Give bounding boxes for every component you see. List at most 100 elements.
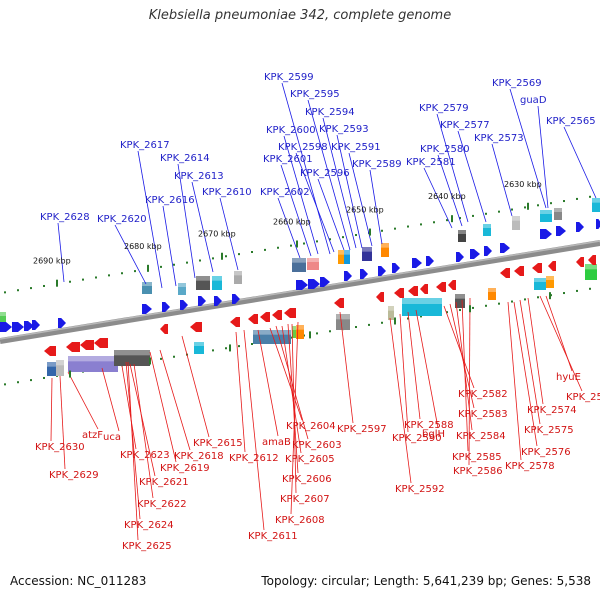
leader-line bbox=[399, 313, 409, 433]
forward-gene-arrow bbox=[180, 300, 188, 310]
feature-tile-shade bbox=[336, 314, 350, 320]
reverse-gene-label: KPK_2604 bbox=[286, 421, 336, 432]
track-dot bbox=[446, 219, 448, 222]
reverse-gene-label: KPK_2608 bbox=[275, 515, 325, 526]
feature-tile-shade bbox=[488, 288, 496, 292]
feature-tile bbox=[402, 298, 442, 316]
forward-gene-label: KPK_2577 bbox=[440, 120, 490, 131]
track-dot bbox=[407, 317, 409, 320]
reverse-gene-arrow bbox=[576, 257, 584, 267]
feature-tile-shade bbox=[253, 330, 291, 335]
track-dot bbox=[212, 257, 214, 260]
leader-line bbox=[307, 99, 351, 251]
forward-gene-label: KPK_2601 bbox=[263, 154, 313, 165]
feature-tile-shade bbox=[178, 283, 186, 287]
reverse-gene-label: KPK_2623 bbox=[120, 450, 170, 461]
feature-tile bbox=[458, 230, 466, 242]
track-dot bbox=[355, 326, 357, 329]
feature-tile bbox=[194, 342, 204, 354]
leader-line bbox=[423, 167, 453, 229]
track-dot bbox=[537, 204, 539, 207]
reverse-gene-label: KPK_2621 bbox=[139, 477, 189, 488]
feature-tile bbox=[483, 224, 491, 236]
feature-tile bbox=[336, 314, 350, 330]
track-dot bbox=[329, 330, 331, 333]
track-dot bbox=[199, 259, 201, 262]
track-dot bbox=[472, 214, 474, 217]
feature-tile-shade bbox=[296, 325, 304, 330]
leader-line bbox=[437, 154, 463, 227]
forward-gene-label: KPK_2602 bbox=[260, 187, 310, 198]
leader-line bbox=[59, 375, 66, 470]
track-dot bbox=[563, 200, 565, 203]
leader-line bbox=[50, 377, 53, 442]
track-dot bbox=[17, 289, 19, 292]
reverse-gene-label: KPK_2578 bbox=[505, 461, 555, 472]
track-dot bbox=[316, 240, 318, 243]
feature-tile bbox=[0, 312, 6, 324]
track-dot bbox=[420, 223, 422, 226]
reverse-gene-label: KPK_2629 bbox=[49, 470, 99, 481]
forward-gene-arrow bbox=[308, 279, 320, 289]
track-dot bbox=[251, 343, 253, 346]
forward-gene-arrow bbox=[456, 252, 464, 262]
forward-gene-arrow bbox=[0, 322, 12, 332]
forward-gene-arrow bbox=[232, 294, 240, 304]
forward-gene-label: KPK_2596 bbox=[300, 168, 350, 179]
feature-tile bbox=[234, 271, 242, 284]
forward-gene-arrow bbox=[214, 296, 222, 306]
forward-gene-arrow bbox=[426, 256, 434, 266]
leader-line bbox=[336, 134, 363, 249]
track-dot bbox=[550, 202, 552, 205]
track-dot bbox=[251, 251, 253, 254]
leader-line bbox=[295, 152, 335, 253]
track-dot bbox=[4, 383, 6, 386]
reverse-gene-label: KPK_2603 bbox=[292, 440, 342, 451]
leader-line bbox=[243, 329, 265, 531]
reverse-gene-label: KPK_2611 bbox=[248, 531, 298, 542]
leader-line bbox=[369, 169, 383, 245]
forward-gene-label: KPK_2628 bbox=[40, 212, 90, 223]
leader-line bbox=[513, 301, 538, 447]
feature-tile-shade bbox=[483, 224, 491, 228]
reverse-gene-label: KPK_2618 bbox=[174, 451, 224, 462]
reverse-gene-label: bglH bbox=[422, 429, 445, 440]
feature-tile bbox=[344, 250, 350, 264]
forward-gene-arrow bbox=[12, 322, 24, 332]
track-dot bbox=[563, 292, 565, 295]
feature-tile bbox=[47, 362, 57, 376]
forward-gene-arrow bbox=[596, 219, 600, 229]
feature-tile-shade bbox=[512, 216, 520, 221]
leader-line bbox=[415, 309, 439, 429]
feature-tile-shade bbox=[458, 230, 466, 234]
reverse-gene-arrow bbox=[448, 280, 456, 290]
track-dot bbox=[329, 238, 331, 241]
leader-line bbox=[339, 311, 354, 424]
feature-tile-shade bbox=[344, 250, 350, 255]
reverse-gene-label: KPK_2588 bbox=[404, 420, 454, 431]
feature-tile-shade bbox=[402, 298, 442, 304]
forward-gene-arrow bbox=[320, 277, 330, 287]
leader-line bbox=[491, 143, 513, 217]
leader-line bbox=[468, 297, 471, 466]
track-dot bbox=[69, 280, 71, 283]
track-dot bbox=[264, 248, 266, 251]
kbp-ticks: 2690 kbp 2680 kbp 2670 kbp 2660 kbp 2650 kbp… bbox=[33, 180, 551, 378]
reverse-gene-label: KPK_2615 bbox=[193, 438, 243, 449]
leader-line bbox=[507, 301, 522, 461]
feature-tile-shade bbox=[68, 356, 118, 362]
feature-tile bbox=[534, 278, 546, 290]
feature-tile bbox=[292, 258, 306, 272]
leader-line bbox=[537, 105, 549, 209]
forward-gene-arrow bbox=[360, 269, 368, 279]
reverse-gene-label: KPK_2590 bbox=[392, 433, 442, 444]
track-dot bbox=[30, 379, 32, 382]
reverse-gene-label: KPK_2625 bbox=[122, 541, 172, 552]
reverse-gene-label: KPK_2586 bbox=[453, 466, 503, 477]
forward-gene-label: KPK_2595 bbox=[290, 89, 340, 100]
track-dot bbox=[173, 263, 175, 266]
kbp-label: 2630 kbp bbox=[504, 180, 542, 189]
track-dot bbox=[316, 332, 318, 335]
track-dot bbox=[238, 253, 240, 256]
reverse-gene-arrow bbox=[160, 324, 168, 334]
